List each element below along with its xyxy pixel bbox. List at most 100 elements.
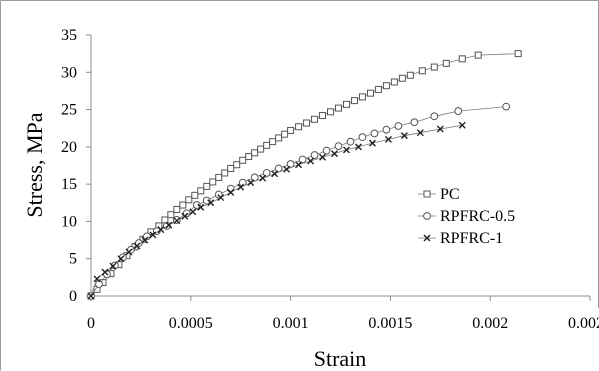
y-axis-title: Stress, MPa	[22, 112, 47, 217]
y-tick-label: 20	[61, 139, 77, 156]
legend-label: RPFRC-1	[440, 230, 503, 247]
data-point-pc	[281, 130, 289, 138]
data-point-rpfrc-1	[384, 135, 392, 143]
data-point-pc	[257, 145, 265, 153]
x-tick-label: 0.0025	[568, 315, 599, 332]
x-tick-label: 0	[87, 315, 95, 332]
data-point-rpfrc-1	[436, 125, 444, 133]
y-tick-label: 25	[61, 102, 77, 119]
data-point-pc	[374, 85, 382, 93]
data-point-rpfrc-0-5	[274, 164, 283, 173]
data-point-rpfrc-1	[197, 203, 205, 211]
data-point-rpfrc-0-5	[502, 102, 511, 111]
x-axis-title: Strain	[314, 346, 367, 371]
data-point-pc	[209, 178, 217, 186]
series-pc	[87, 50, 522, 300]
data-point-rpfrc-1	[125, 248, 133, 256]
data-point-pc	[263, 141, 271, 149]
data-point-pc	[173, 205, 181, 213]
data-point-pc	[287, 126, 295, 134]
data-point-pc	[311, 115, 319, 123]
data-point-pc	[303, 119, 311, 127]
y-tick-label: 5	[69, 251, 77, 268]
series-layer	[87, 50, 522, 300]
data-point-pc	[251, 149, 259, 157]
data-point-pc	[197, 187, 205, 195]
data-point-rpfrc-0-5	[262, 169, 271, 177]
data-point-pc	[342, 100, 350, 108]
series-rpfrc-1	[87, 121, 466, 300]
data-point-rpfrc-1	[458, 121, 466, 129]
data-point-pc	[398, 74, 406, 82]
data-point-rpfrc-0-5	[370, 129, 379, 138]
data-point-rpfrc-1	[93, 275, 101, 283]
data-point-rpfrc-0-5	[410, 118, 419, 127]
data-point-rpfrc-1	[109, 262, 117, 270]
series-line-rpfrc-1	[90, 124, 463, 297]
data-point-rpfrc-0-5	[310, 151, 319, 159]
data-point-rpfrc-1	[342, 146, 350, 154]
data-point-rpfrc-0-5	[334, 142, 343, 151]
legend-item-rpfrc-1: RPFRC-1	[418, 230, 503, 247]
data-point-pc	[382, 82, 390, 90]
y-tick-label: 0	[69, 288, 77, 305]
data-point-rpfrc-1	[331, 150, 339, 158]
data-point-rpfrc-1	[307, 157, 315, 165]
data-point-pc	[406, 71, 414, 79]
data-point-rpfrc-0-5	[346, 137, 355, 146]
y-tick-label: 15	[61, 176, 77, 193]
data-point-rpfrc-1	[416, 129, 424, 137]
data-point-pc	[350, 97, 358, 105]
data-point-pc	[245, 153, 253, 161]
data-point-pc	[358, 93, 366, 101]
data-point-rpfrc-1	[217, 194, 225, 202]
data-point-rpfrc-0-5	[250, 173, 259, 182]
data-point-rpfrc-0-5	[322, 146, 331, 155]
data-point-pc	[295, 123, 303, 131]
legend-marker-rpfrc-0-5	[423, 212, 431, 220]
data-point-rpfrc-1	[117, 255, 125, 263]
data-point-pc	[275, 134, 283, 142]
data-point-pc	[221, 169, 229, 177]
data-point-rpfrc-1	[271, 170, 279, 178]
y-tick-label: 35	[61, 27, 77, 44]
data-point-rpfrc-0-5	[298, 155, 307, 164]
data-point-rpfrc-0-5	[382, 125, 391, 134]
x-tick-label: 0.0005	[169, 315, 213, 332]
data-point-rpfrc-1	[149, 231, 157, 239]
data-point-pc	[335, 104, 343, 112]
data-point-pc	[458, 55, 466, 63]
x-tick-label: 0.0015	[368, 315, 412, 332]
data-point-pc	[514, 50, 522, 58]
data-point-rpfrc-1	[173, 217, 181, 225]
data-point-rpfrc-0-5	[430, 112, 439, 121]
data-point-pc	[203, 182, 211, 190]
data-point-rpfrc-1	[319, 153, 327, 161]
data-point-rpfrc-1	[133, 242, 141, 250]
data-point-pc	[430, 63, 438, 71]
data-point-rpfrc-1	[101, 268, 109, 276]
data-point-rpfrc-1	[87, 292, 95, 300]
y-tick-label: 10	[61, 213, 77, 230]
data-point-pc	[390, 78, 398, 86]
data-point-pc	[185, 196, 193, 204]
data-point-rpfrc-1	[368, 139, 376, 147]
data-point-rpfrc-1	[354, 143, 362, 151]
data-point-rpfrc-1	[157, 226, 165, 234]
data-point-pc	[215, 173, 223, 181]
data-point-rpfrc-1	[400, 132, 408, 140]
data-point-rpfrc-1	[141, 236, 149, 244]
data-point-pc	[442, 59, 450, 67]
legend-marker-pc	[423, 190, 431, 198]
legend-marker-rpfrc-1	[423, 234, 431, 242]
x-tick-label: 0.002	[472, 315, 508, 332]
y-tick-label: 30	[61, 64, 77, 81]
series-line-pc	[90, 53, 519, 297]
chart-axes: 0 5 10 15 20 25 30 35 0 0.0005 0.001 0.0015 0.002 0.0…	[61, 27, 599, 332]
data-point-rpfrc-1	[247, 179, 255, 187]
data-point-rpfrc-0-5	[358, 133, 367, 142]
x-tick-label: 0.001	[273, 315, 309, 332]
data-point-rpfrc-1	[189, 208, 197, 216]
data-point-pc	[319, 112, 327, 120]
